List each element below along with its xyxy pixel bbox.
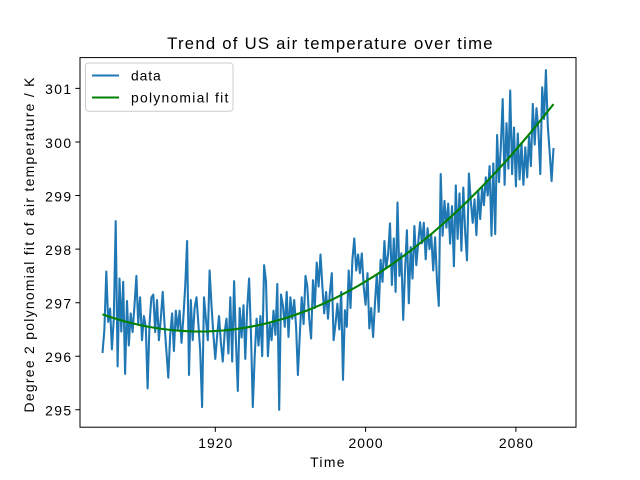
- svg-text:297: 297: [45, 296, 72, 312]
- svg-text:298: 298: [45, 242, 72, 258]
- svg-text:Trend of US air temperature ov: Trend of US air temperature over time: [167, 34, 494, 53]
- svg-text:299: 299: [45, 188, 72, 204]
- svg-text:2000: 2000: [349, 435, 384, 451]
- svg-text:data: data: [131, 67, 162, 83]
- svg-text:2080: 2080: [499, 435, 534, 451]
- svg-text:300: 300: [45, 135, 72, 151]
- svg-text:296: 296: [45, 349, 72, 365]
- svg-text:1920: 1920: [198, 435, 233, 451]
- svg-text:Time: Time: [310, 454, 346, 470]
- svg-text:295: 295: [45, 403, 72, 419]
- svg-text:Degree 2 polynomial fit of air: Degree 2 polynomial fit of air temperatu…: [21, 76, 37, 412]
- svg-text:polynomial fit: polynomial fit: [131, 89, 230, 105]
- svg-text:301: 301: [45, 81, 72, 97]
